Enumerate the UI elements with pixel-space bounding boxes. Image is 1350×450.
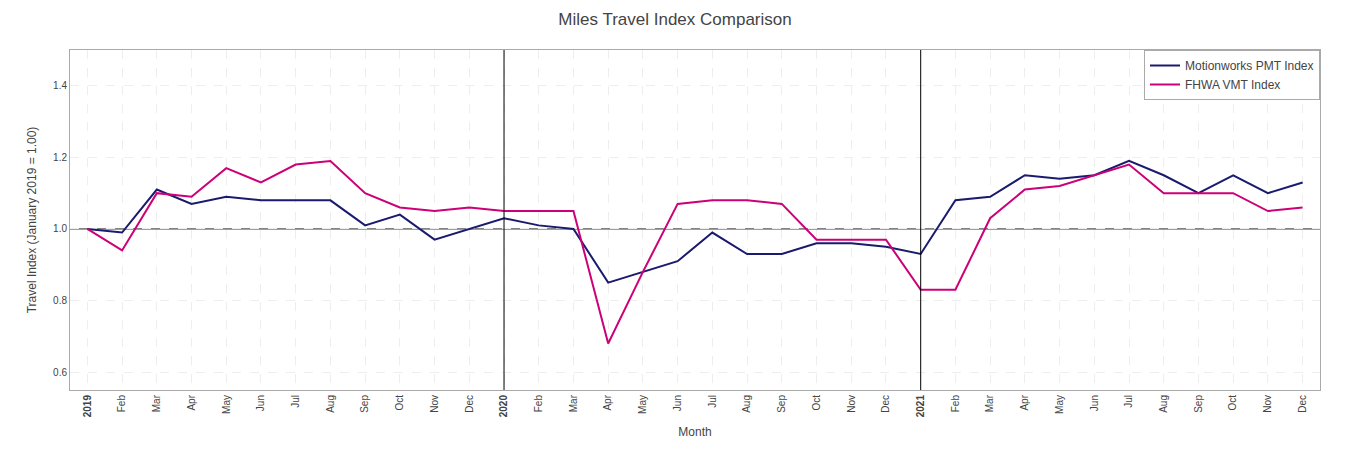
svg-text:Aug: Aug [1158,395,1169,413]
svg-text:May: May [1054,395,1065,414]
svg-text:Feb: Feb [533,395,544,413]
svg-text:Jun: Jun [1089,395,1100,411]
svg-text:Oct: Oct [811,395,822,411]
svg-text:1.0: 1.0 [53,223,67,234]
svg-text:Aug: Aug [325,395,336,413]
svg-text:Mar: Mar [568,394,579,412]
svg-text:Sep: Sep [1193,395,1204,413]
svg-text:Nov: Nov [846,395,857,413]
svg-text:Mar: Mar [984,394,995,412]
svg-text:Apr: Apr [602,394,613,410]
svg-text:Dec: Dec [1297,395,1308,413]
svg-text:2019: 2019 [82,395,93,418]
svg-text:0.6: 0.6 [53,367,67,378]
svg-text:Jul: Jul [1123,395,1134,408]
svg-text:Sep: Sep [359,395,370,413]
svg-text:Feb: Feb [116,395,127,413]
svg-text:1.2: 1.2 [53,152,67,163]
svg-text:Mar: Mar [151,394,162,412]
svg-text:1.4: 1.4 [53,80,67,91]
svg-text:2021: 2021 [915,395,926,418]
svg-text:Jul: Jul [290,395,301,408]
svg-text:Nov: Nov [1262,395,1273,413]
svg-text:May: May [221,395,232,414]
svg-text:Oct: Oct [394,395,405,411]
svg-text:Dec: Dec [464,395,475,413]
svg-text:Jul: Jul [707,395,718,408]
svg-text:Nov: Nov [429,395,440,413]
svg-text:Jun: Jun [672,395,683,411]
svg-text:Feb: Feb [950,395,961,413]
svg-text:Apr: Apr [186,394,197,410]
svg-text:Miles Travel Index Comparison: Miles Travel Index Comparison [558,10,791,29]
svg-text:Oct: Oct [1227,395,1238,411]
svg-text:Travel Index (January 2019 = 1: Travel Index (January 2019 = 1.00) [25,127,39,314]
svg-text:FHWA VMT Index: FHWA VMT Index [1185,78,1280,92]
svg-text:Apr: Apr [1019,394,1030,410]
svg-text:May: May [637,395,648,414]
svg-text:Dec: Dec [880,395,891,413]
svg-text:Aug: Aug [741,395,752,413]
svg-text:Sep: Sep [776,395,787,413]
svg-text:Motionworks PMT Index: Motionworks PMT Index [1185,59,1314,73]
svg-text:Month: Month [678,425,711,439]
svg-text:0.8: 0.8 [53,295,67,306]
svg-text:Jun: Jun [255,395,266,411]
svg-text:2020: 2020 [498,395,509,418]
